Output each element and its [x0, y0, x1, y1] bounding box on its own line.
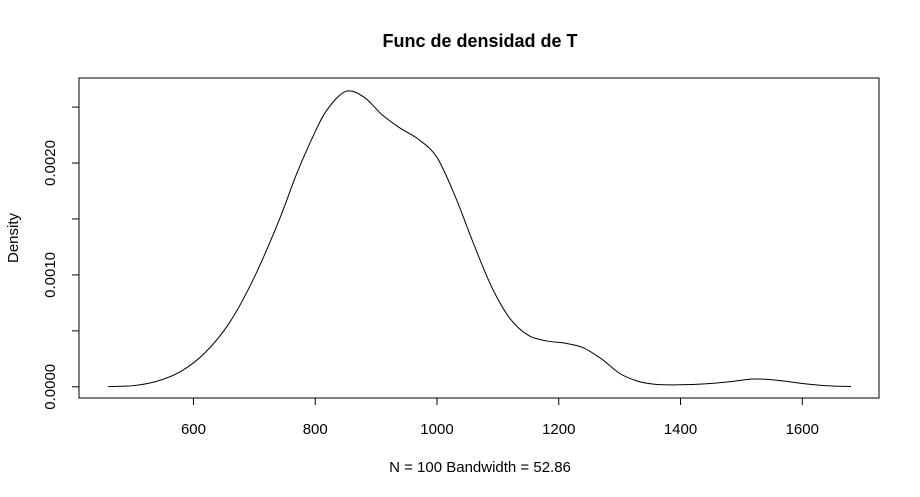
x-tick-label: 1000: [420, 421, 453, 438]
plot-box: [78, 77, 880, 399]
density-curve: [108, 90, 852, 388]
y-tick-label: 0.0010: [42, 252, 59, 298]
x-axis-label: N = 100 Bandwidth = 52.86: [389, 459, 571, 476]
x-tick-label: 1200: [542, 421, 575, 438]
x-axis: 600 800 1000 1200 1400 1600: [181, 397, 819, 438]
y-tick-label: 0.0020: [42, 140, 59, 186]
chart-title: Func de densidad de T: [382, 31, 577, 51]
y-tick-label: 0.0000: [42, 364, 59, 410]
y-axis: 0.0000 0.0010 0.0020: [42, 106, 80, 410]
x-tick-label: 1400: [664, 421, 697, 438]
x-tick-label: 1600: [786, 421, 819, 438]
x-tick-label: 600: [181, 421, 206, 438]
x-tick-label: 800: [303, 421, 328, 438]
y-axis-label: Density: [5, 212, 22, 263]
